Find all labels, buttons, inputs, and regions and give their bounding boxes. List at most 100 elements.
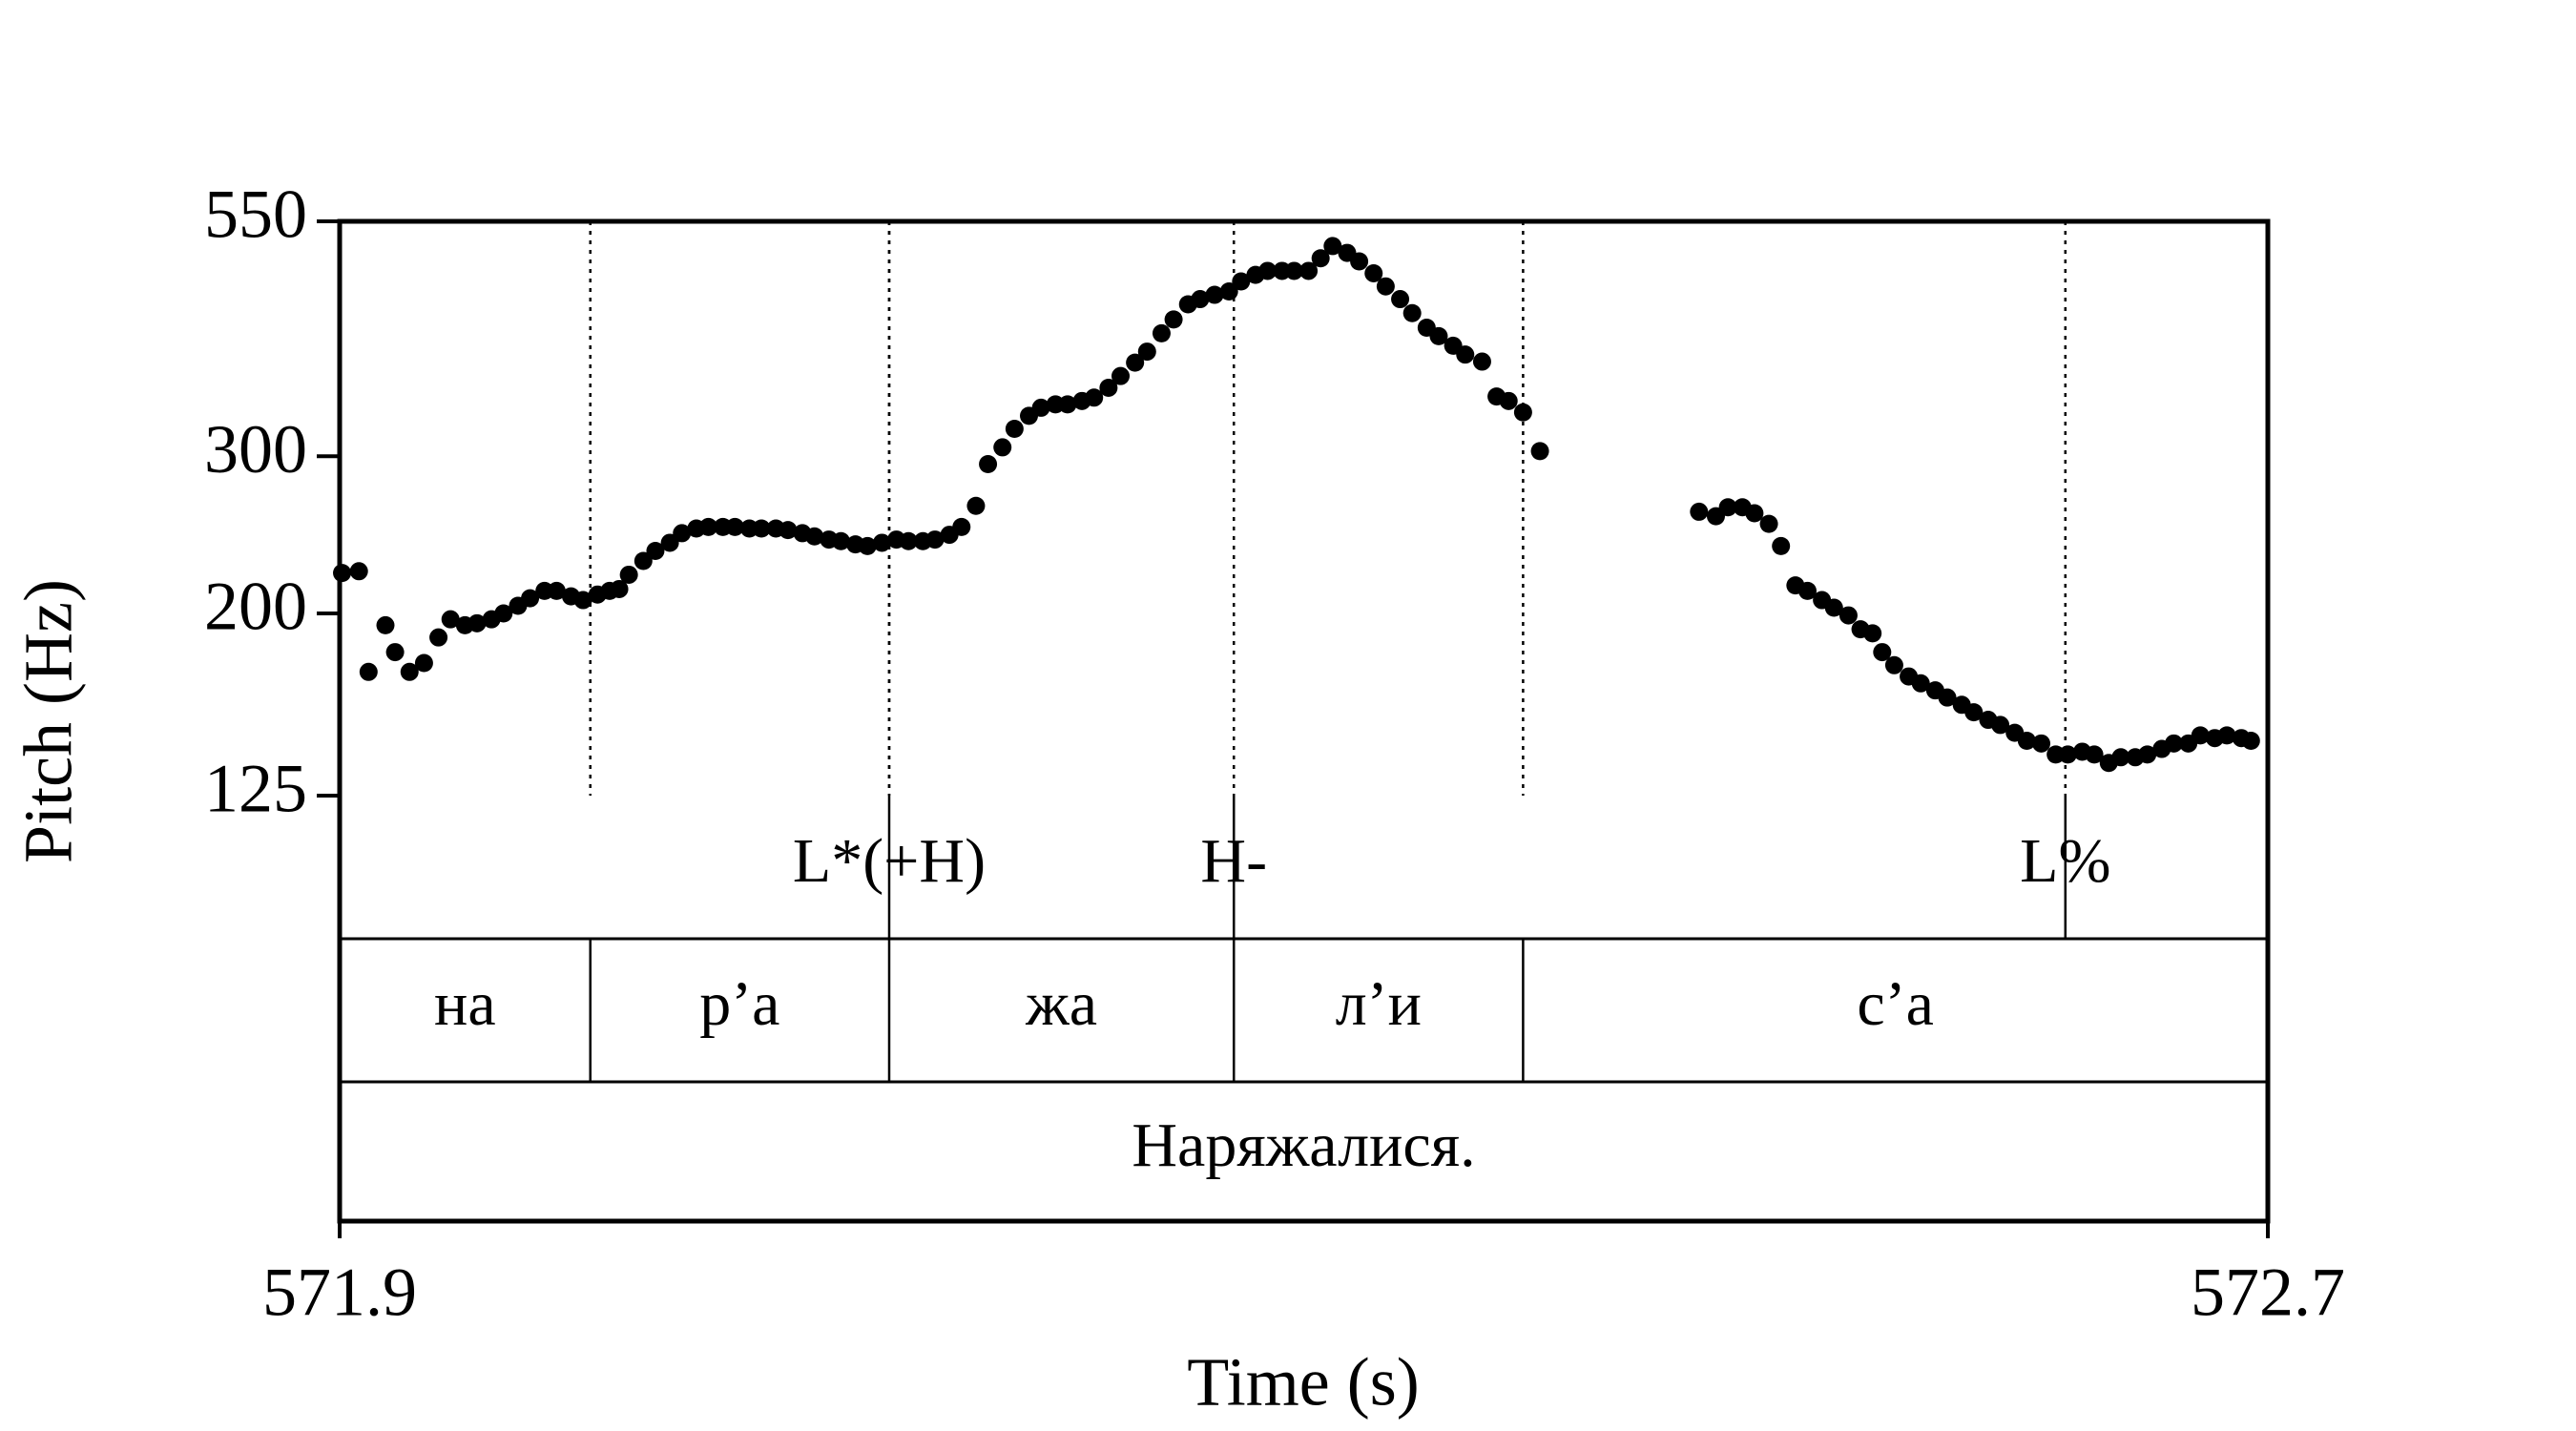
pitch-point (1911, 674, 1930, 693)
pitch-point (952, 517, 971, 536)
pitch-point (1284, 261, 1303, 280)
pitch-point (2085, 745, 2104, 764)
pitch-point (634, 551, 653, 570)
x-tick-label: 572.7 (2191, 1255, 2345, 1331)
tier-point-label: H- (1200, 826, 1267, 896)
pitch-point (619, 565, 638, 584)
pitch-point (1938, 688, 1957, 707)
pitch-point (2164, 734, 2183, 753)
pitch-point (467, 613, 487, 633)
pitch-point (414, 653, 433, 673)
pitch-point (1126, 353, 1145, 372)
pitch-point (1429, 326, 1448, 345)
pitch-point (993, 438, 1012, 457)
pitch-point (752, 519, 771, 538)
pitch-point (1964, 703, 1984, 722)
pitch-point (2058, 745, 2077, 764)
pitch-point (1191, 290, 1210, 309)
pitch-point (2191, 726, 2210, 745)
pitch-point (1472, 352, 1491, 371)
pitch-point (831, 531, 850, 550)
y-tick-label: 200 (204, 569, 307, 645)
pitch-point (646, 542, 665, 561)
pitch-point (805, 527, 824, 546)
pitch-point (1690, 502, 1709, 521)
y-axis-label: Pitch (Hz) (10, 579, 87, 863)
pitch-point (1111, 366, 1131, 385)
pitch-point (1099, 378, 1118, 397)
pitch-point (1884, 655, 1903, 674)
y-tick-label: 300 (204, 411, 307, 487)
x-axis-label: Time (s) (1187, 1344, 1419, 1421)
pitch-point (1863, 624, 1882, 643)
pitch-point (1839, 606, 1858, 625)
tier-point-label: L*(+H) (793, 826, 986, 896)
pitch-point (376, 615, 395, 634)
pitch-point (1873, 643, 1892, 662)
pitch-point (966, 496, 986, 515)
pitch-point (1376, 277, 1395, 296)
pitch-point (1513, 403, 1532, 422)
pitch-point (2241, 732, 2260, 751)
pitch-point (1058, 395, 1077, 414)
pitch-point (359, 662, 378, 681)
pitch-point (441, 610, 460, 629)
pitch-point (1772, 536, 1791, 555)
pitch-point (1499, 391, 1518, 410)
pitch-point (610, 579, 629, 598)
tier-interval-label: жа (1025, 969, 1097, 1039)
pitch-point (1258, 261, 1278, 280)
pitch-point (2111, 748, 2130, 767)
pitch-point (872, 533, 891, 552)
tier-interval-label: Наряжалися. (1132, 1110, 1475, 1180)
y-tick-label: 550 (204, 176, 307, 253)
pitch-point (1530, 442, 1549, 461)
pitch-point (385, 643, 405, 662)
pitch-point (333, 564, 352, 583)
pitch-point (1797, 581, 1817, 600)
pitch-point (1718, 498, 1737, 517)
y-tick-label: 125 (204, 751, 307, 827)
pitch-point (429, 628, 448, 647)
pitch-point (725, 517, 744, 536)
pitch-point (1164, 310, 1183, 329)
tier-interval-label: на (434, 969, 496, 1039)
tier-interval-label: р’а (699, 969, 779, 1039)
pitch-point (1085, 388, 1104, 407)
pitch-point (1364, 263, 1383, 282)
pitch-point (899, 531, 918, 550)
pitch-point (1456, 345, 1475, 364)
pitch-point (1219, 281, 1238, 301)
pitch-point (1232, 272, 1251, 291)
pitch-point (1991, 716, 2010, 735)
pitch-point (1323, 237, 1342, 256)
pitch-point (1759, 514, 1778, 533)
pitch-point (1299, 261, 1319, 280)
pitch-point (858, 536, 877, 555)
pitch-point (1031, 398, 1050, 417)
pitch-point (1391, 290, 1410, 309)
pitch-point (779, 521, 798, 540)
pitch-point (2138, 745, 2157, 764)
pitch-point (1137, 342, 1156, 362)
tier-interval-label: с’а (1857, 969, 1934, 1039)
pitch-point (1152, 323, 1171, 342)
pitch-point (2017, 732, 2036, 751)
pitch-point (2032, 734, 2051, 753)
plot-frame (337, 218, 2271, 1224)
pitch-point (1350, 252, 1369, 271)
pitch-point (1311, 249, 1330, 268)
pitch-point (1402, 303, 1422, 322)
pitch-point (400, 662, 419, 681)
pitch-point (1745, 504, 1764, 523)
pitch-point (1005, 420, 1024, 439)
pitch-point (979, 454, 998, 473)
pitch-point (1205, 285, 1224, 304)
pitch-point (1824, 598, 1843, 617)
pitch-point (349, 562, 368, 581)
pitch-point (699, 517, 718, 536)
tier-point-label: L% (2020, 826, 2110, 896)
pitch-point (673, 524, 692, 543)
